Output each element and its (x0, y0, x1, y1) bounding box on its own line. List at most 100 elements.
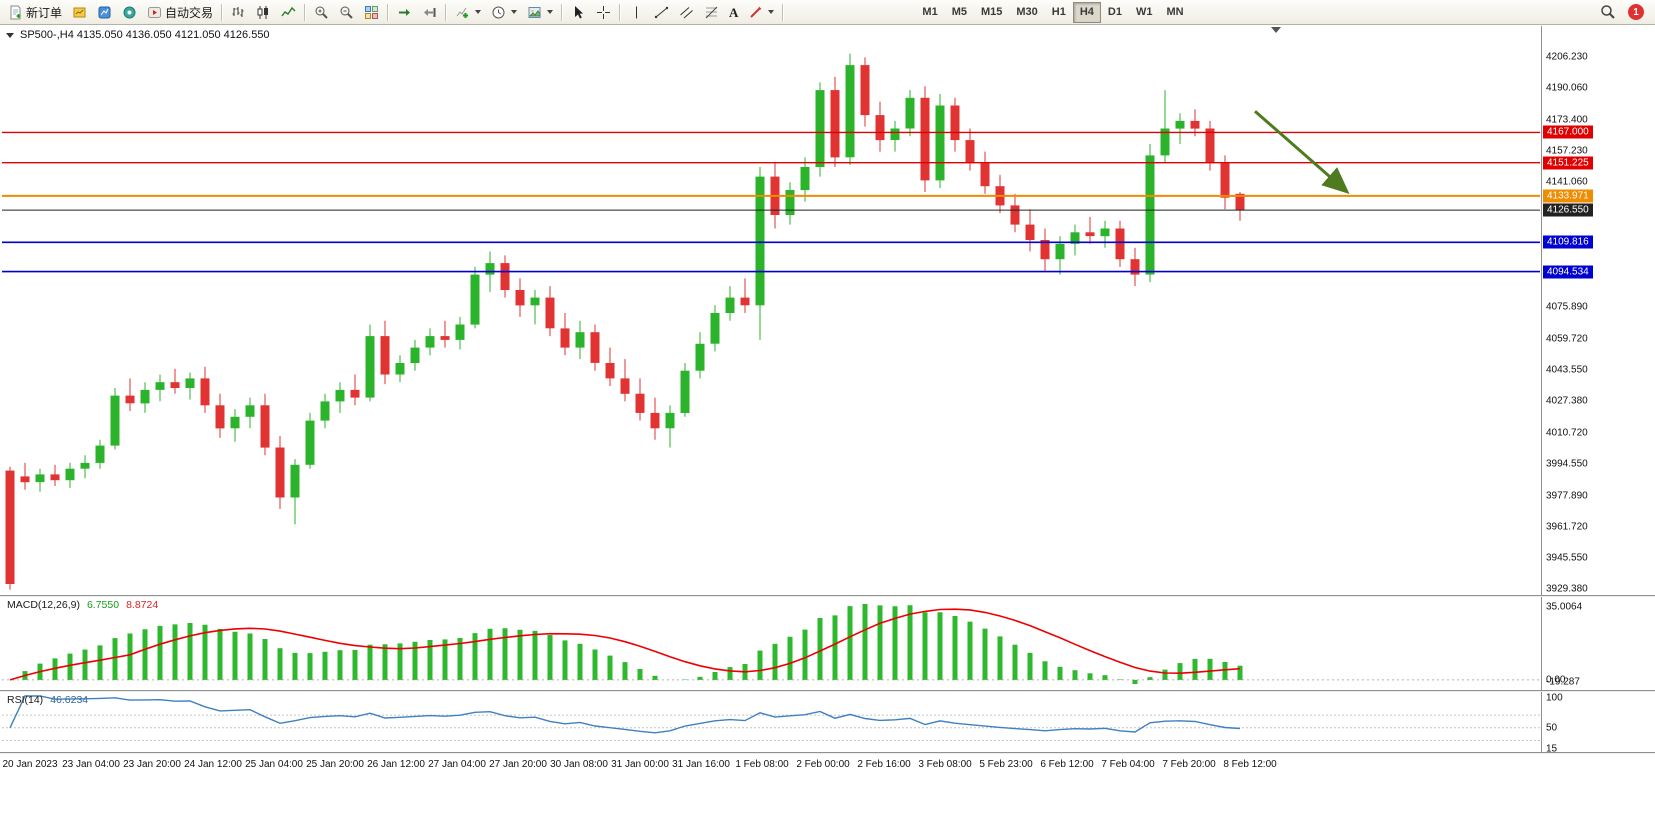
vertical-line-icon (636, 6, 638, 18)
rsi-name: RSI(14) (7, 694, 44, 706)
templates-icon (528, 6, 541, 18)
price-axis-label: 3961.720 (1546, 521, 1588, 533)
time-axis-label: 31 Jan 16:00 (672, 759, 730, 770)
auto-trading-label: 自动交易 (165, 5, 214, 20)
macd-signal-value: 8.8724 (126, 599, 159, 611)
market-watch-button[interactable] (67, 2, 92, 23)
zoom-in-icon (315, 6, 328, 19)
chart-shift-icon (424, 7, 436, 17)
market-watch-icon (73, 7, 86, 17)
channel-button[interactable] (674, 2, 699, 23)
time-axis-label: 25 Jan 20:00 (306, 759, 364, 770)
time-axis-label: 23 Jan 20:00 (123, 759, 181, 770)
timeframe-m15[interactable]: M15 (980, 6, 1003, 18)
toolbar-separator (561, 3, 564, 21)
timeframe-d1[interactable]: D1 (1107, 6, 1122, 18)
price-axis-label: 4190.060 (1546, 82, 1588, 94)
new-order-button[interactable]: 新订单 (3, 2, 67, 23)
vertical-line-button[interactable] (624, 2, 649, 23)
auto-scroll-icon (399, 8, 411, 16)
toolbar-separator (221, 3, 224, 21)
data-window-button[interactable] (92, 2, 117, 23)
time-axis-splitter[interactable] (0, 751, 1655, 755)
trendline-button[interactable] (649, 2, 674, 23)
price-axis-label: 3945.550 (1546, 552, 1588, 564)
time-axis-label: 6 Feb 12:00 (1040, 759, 1094, 770)
price-axis-label: 3977.890 (1546, 490, 1588, 502)
notification-badge[interactable]: 1 (1628, 4, 1644, 20)
zoom-out-button[interactable] (334, 2, 359, 23)
toolbar-separator (304, 3, 307, 21)
periods-button[interactable] (486, 2, 522, 23)
toolbar-separator (619, 3, 622, 21)
timeframe-m5[interactable]: M5 (951, 6, 967, 18)
timeframe-mn[interactable]: MN (1166, 6, 1184, 18)
time-axis-label: 27 Jan 20:00 (489, 759, 547, 770)
price-tag: 4133.971 (1543, 189, 1593, 203)
rsi-value: 46.6234 (50, 694, 89, 706)
time-axis-label: 8 Feb 12:00 (1223, 759, 1277, 770)
dropdown-caret (475, 10, 482, 14)
time-axis-label: 20 Jan 2023 (2, 759, 58, 770)
indicators-icon (456, 7, 469, 18)
timeframe-h4[interactable]: H4 (1072, 1, 1101, 23)
collapse-chart-icon[interactable] (6, 32, 14, 38)
search-button[interactable] (1595, 2, 1621, 23)
rsi-panel-splitter[interactable] (0, 689, 1655, 693)
auto-trading-button[interactable]: 自动交易 (142, 2, 218, 23)
price-axis-label: 3994.550 (1546, 458, 1588, 470)
zoom-out-icon (340, 6, 353, 19)
auto-scroll-button[interactable] (392, 2, 417, 23)
time-axis-label: 31 Jan 00:00 (611, 759, 669, 770)
crosshair-button[interactable] (591, 2, 616, 23)
chart-title: SP500-,H4 4135.050 4136.050 4121.050 412… (20, 29, 270, 41)
fibonacci-button[interactable] (699, 2, 724, 23)
templates-button[interactable] (522, 2, 558, 23)
toolbar-separator (782, 3, 785, 21)
price-tag: 4094.534 (1543, 265, 1593, 279)
macd-name: MACD(12,26,9) (7, 599, 80, 611)
price-axis-label: 4141.060 (1546, 176, 1588, 188)
macd-axis-min: -19.287 (1546, 676, 1580, 688)
toolbar-right-tools: 1 (1595, 2, 1652, 23)
time-axis-label: 25 Jan 04:00 (245, 759, 303, 770)
timeframe-w1[interactable]: W1 (1135, 6, 1153, 18)
tile-windows-button[interactable] (359, 2, 384, 23)
line-chart-icon (281, 6, 296, 16)
zoom-in-button[interactable] (309, 2, 334, 23)
channel-icon (680, 6, 693, 18)
macd-axis-zero: 0.00 (1546, 674, 1566, 686)
candlestick-chart-button[interactable] (251, 2, 276, 23)
price-tag: 4151.225 (1543, 156, 1593, 170)
clock-icon (492, 6, 505, 18)
price-axis-label: 4157.230 (1546, 145, 1588, 157)
price-axis-label: 3929.380 (1546, 583, 1588, 595)
crosshair-icon (597, 5, 611, 19)
timeframe-m1[interactable]: M1 (922, 6, 938, 18)
text-tool-button[interactable]: A (724, 2, 743, 23)
chart-shift-button[interactable] (417, 2, 442, 23)
indicators-button[interactable] (450, 2, 486, 23)
chart-shift-marker[interactable] (1271, 27, 1281, 33)
price-axis-label: 4075.890 (1546, 301, 1588, 313)
arrows-tool-button[interactable] (743, 2, 779, 23)
time-axis-label: 1 Feb 08:00 (735, 759, 789, 770)
timeframe-m30[interactable]: M30 (1016, 6, 1038, 18)
time-axis-label: 30 Jan 08:00 (550, 759, 608, 770)
price-axis-label: 4010.720 (1546, 427, 1588, 439)
bar-chart-button[interactable] (226, 2, 251, 23)
time-axis-label: 5 Feb 23:00 (979, 759, 1033, 770)
arrow-tool-icon (750, 6, 762, 18)
price-axis-label: 4043.550 (1546, 364, 1588, 376)
cursor-button[interactable] (566, 2, 591, 23)
time-axis-label: 2 Feb 00:00 (796, 759, 850, 770)
text-tool-label: A (729, 4, 739, 20)
macd-panel-splitter[interactable] (0, 594, 1655, 598)
line-chart-button[interactable] (276, 2, 301, 23)
navigator-button[interactable] (117, 2, 142, 23)
timeframe-h1[interactable]: H1 (1051, 6, 1066, 18)
time-axis-label: 7 Feb 04:00 (1101, 759, 1155, 770)
chart-title-bar: SP500-,H4 4135.050 4136.050 4121.050 412… (6, 29, 270, 41)
tile-windows-icon (365, 5, 379, 19)
